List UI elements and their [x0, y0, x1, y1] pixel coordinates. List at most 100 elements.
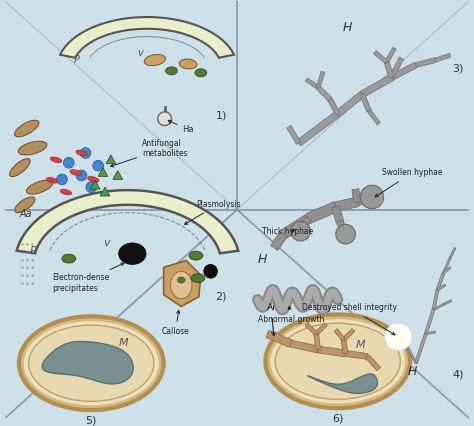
Circle shape [80, 147, 91, 158]
Text: 2): 2) [216, 292, 227, 302]
Ellipse shape [191, 274, 205, 282]
Ellipse shape [60, 189, 72, 195]
Polygon shape [297, 111, 340, 146]
Text: 4): 4) [452, 370, 464, 380]
Polygon shape [443, 267, 451, 274]
Circle shape [86, 182, 97, 193]
Polygon shape [305, 78, 319, 89]
Polygon shape [426, 331, 436, 335]
Ellipse shape [29, 325, 154, 401]
Text: Swollen hyphae: Swollen hyphae [375, 168, 442, 197]
Ellipse shape [62, 254, 76, 263]
Ellipse shape [144, 55, 165, 66]
Polygon shape [334, 329, 345, 341]
Text: 5): 5) [86, 416, 97, 426]
Ellipse shape [50, 157, 62, 163]
Polygon shape [106, 155, 116, 164]
Text: Electron-dense
precipitates: Electron-dense precipitates [52, 263, 124, 293]
Polygon shape [315, 323, 328, 335]
Polygon shape [367, 110, 380, 125]
Polygon shape [305, 323, 318, 335]
Text: H: H [408, 365, 418, 378]
Ellipse shape [118, 243, 146, 265]
Ellipse shape [76, 150, 87, 156]
Ellipse shape [88, 176, 99, 182]
Polygon shape [360, 93, 371, 112]
Polygon shape [98, 168, 108, 176]
Polygon shape [100, 187, 110, 196]
Polygon shape [449, 248, 456, 258]
Polygon shape [345, 351, 367, 359]
Text: Ai: Ai [267, 303, 275, 336]
Circle shape [76, 170, 87, 181]
Text: Ha: Ha [168, 121, 194, 135]
Polygon shape [314, 334, 320, 350]
Polygon shape [437, 284, 446, 291]
Ellipse shape [15, 197, 35, 213]
Polygon shape [332, 206, 344, 222]
Polygon shape [306, 202, 338, 223]
Polygon shape [298, 217, 311, 233]
Polygon shape [415, 58, 436, 67]
Polygon shape [342, 328, 355, 341]
Text: Abnormal growth: Abnormal growth [257, 306, 324, 324]
Polygon shape [328, 98, 340, 115]
Polygon shape [281, 214, 311, 238]
Text: H: H [257, 253, 267, 267]
Polygon shape [337, 220, 349, 236]
Polygon shape [91, 180, 100, 189]
Text: P: P [30, 246, 36, 256]
Ellipse shape [70, 170, 82, 176]
Text: H: H [343, 21, 352, 34]
Polygon shape [390, 62, 417, 80]
Polygon shape [164, 261, 201, 306]
Polygon shape [374, 51, 388, 63]
Polygon shape [365, 355, 381, 371]
Polygon shape [60, 17, 234, 58]
Polygon shape [335, 197, 358, 212]
Polygon shape [443, 300, 452, 305]
Ellipse shape [9, 158, 30, 177]
Ellipse shape [275, 323, 401, 400]
Polygon shape [361, 75, 393, 97]
Polygon shape [352, 189, 361, 202]
Circle shape [56, 174, 67, 185]
Circle shape [336, 225, 356, 244]
Text: Plasmolysis: Plasmolysis [184, 200, 240, 225]
Ellipse shape [195, 69, 207, 77]
Polygon shape [433, 304, 444, 310]
Text: v: v [103, 238, 109, 248]
Polygon shape [341, 340, 348, 354]
Ellipse shape [179, 59, 197, 69]
Ellipse shape [165, 67, 177, 75]
Polygon shape [317, 86, 332, 101]
Polygon shape [385, 47, 396, 63]
Ellipse shape [177, 277, 185, 283]
Ellipse shape [27, 180, 53, 194]
Ellipse shape [189, 251, 203, 260]
Ellipse shape [270, 319, 405, 403]
Ellipse shape [19, 316, 164, 410]
Polygon shape [424, 309, 435, 334]
Polygon shape [432, 290, 439, 310]
Text: 3): 3) [452, 64, 464, 74]
Circle shape [93, 160, 103, 171]
Polygon shape [336, 92, 365, 117]
Text: M: M [118, 338, 128, 348]
Text: Aa: Aa [20, 209, 33, 219]
Polygon shape [308, 374, 377, 393]
Ellipse shape [24, 321, 159, 405]
Polygon shape [389, 57, 403, 79]
Circle shape [291, 222, 310, 241]
Circle shape [385, 323, 412, 351]
Polygon shape [266, 330, 292, 347]
Text: Antifungal
metabolites: Antifungal metabolites [110, 138, 188, 167]
Polygon shape [407, 348, 417, 364]
Polygon shape [442, 257, 451, 273]
Polygon shape [318, 346, 346, 357]
Polygon shape [42, 342, 133, 384]
Polygon shape [290, 340, 319, 353]
Polygon shape [356, 193, 373, 206]
Ellipse shape [15, 120, 39, 137]
Polygon shape [384, 61, 394, 78]
